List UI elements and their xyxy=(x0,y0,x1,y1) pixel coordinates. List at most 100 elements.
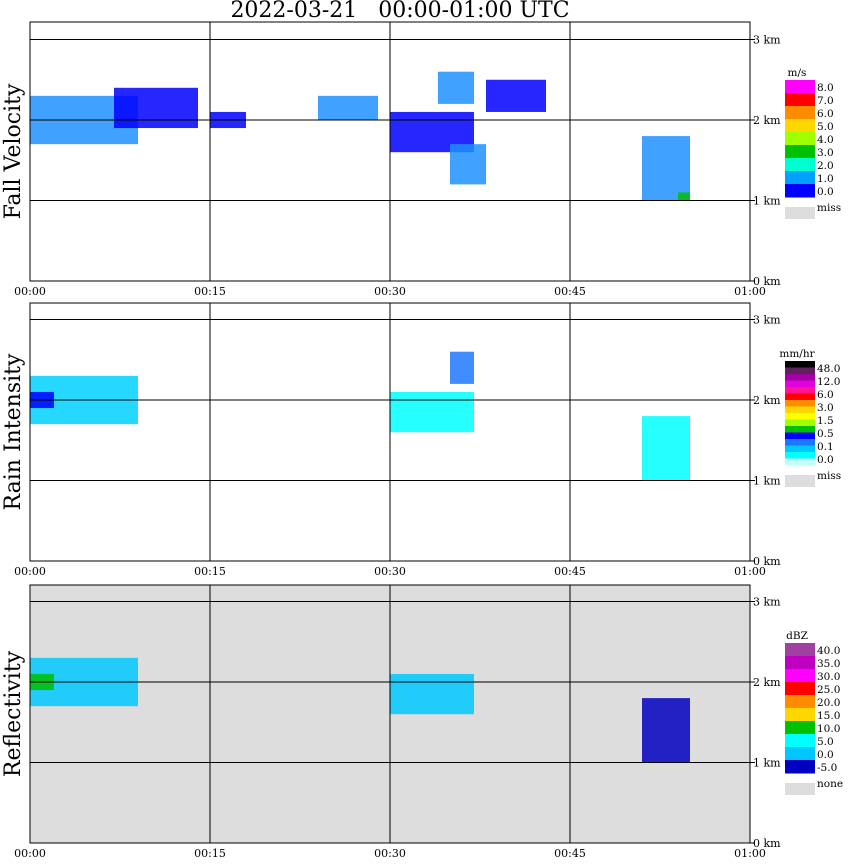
rain-intensity-colorbar-swatch-9 xyxy=(785,419,815,427)
rain-intensity-colorbar-label-7: 0.0 xyxy=(817,454,834,466)
fall-velocity-colorbar-label-6: 2.0 xyxy=(817,160,834,172)
rain-intensity-colorbar-swatch-13 xyxy=(785,445,815,453)
reflectivity-colorbar-label-1: 35.0 xyxy=(817,658,840,670)
fall-velocity-colorbar-swatch-7 xyxy=(785,171,815,185)
fall-velocity-xtick-label-1: 00:15 xyxy=(194,285,226,298)
rain-intensity-colorbar-swatch-10 xyxy=(785,426,815,433)
reflectivity-colorbar-swatch-2 xyxy=(785,669,815,683)
fall-velocity-colorbar-label-5: 3.0 xyxy=(817,147,834,159)
rain-intensity-colorbar-swatch-5 xyxy=(785,393,815,401)
reflectivity-colorbar-label-9: -5.0 xyxy=(817,762,837,774)
reflectivity-colorbar-swatch-6 xyxy=(785,721,815,735)
rain-intensity-colorbar-label-0: 48.0 xyxy=(817,363,840,375)
rain-intensity-ytick-label-2: 2 km xyxy=(753,394,781,407)
reflectivity-colorbar-swatch-3 xyxy=(785,682,815,696)
reflectivity-xtick-label-1: 00:15 xyxy=(194,847,226,860)
fall-velocity-ytick-label-0: 0 km xyxy=(753,275,781,288)
fall-velocity-xtick-label-2: 00:30 xyxy=(374,285,406,298)
rain-intensity-xtick-label-4: 01:00 xyxy=(734,565,766,578)
fall-velocity-colorbar-swatch-8 xyxy=(785,184,815,198)
reflectivity-colorbar-swatch-7 xyxy=(785,734,815,748)
rain-intensity-colorbar-swatch-8 xyxy=(785,413,815,420)
fall-velocity-colorbar-swatch-2 xyxy=(785,106,815,120)
reflectivity-ytick-label-1: 1 km xyxy=(753,757,781,770)
fall-velocity-colorbar-miss-swatch xyxy=(785,207,815,219)
fall-velocity-colorbar-label-2: 6.0 xyxy=(817,108,834,120)
rain-intensity-colorbar-swatch-11 xyxy=(785,432,815,440)
fall-velocity-ytick-label-2: 2 km xyxy=(753,114,781,127)
reflectivity-colorbar-swatch-8 xyxy=(785,747,815,761)
fall-velocity-colorbar-label-0: 8.0 xyxy=(817,82,834,94)
reflectivity-colorbar-swatch-0 xyxy=(785,643,815,657)
fall-velocity-echo-5 xyxy=(450,144,486,185)
fall-velocity-echo-1 xyxy=(114,87,198,129)
fall-velocity-colorbar-swatch-3 xyxy=(785,119,815,133)
fall-velocity-xtick-label-3: 00:45 xyxy=(554,285,586,298)
reflectivity-colorbar-miss-swatch xyxy=(785,783,815,795)
rain-intensity-xtick-label-2: 00:30 xyxy=(374,565,406,578)
fall-velocity-colorbar-swatch-5 xyxy=(785,145,815,159)
rain-intensity-echo-3 xyxy=(450,351,474,384)
rain-intensity-colorbar-swatch-12 xyxy=(785,439,815,446)
rain-intensity-colorbar-swatch-1 xyxy=(785,367,815,375)
reflectivity-colorbar-swatch-9 xyxy=(785,760,815,774)
fall-velocity-xtick-label-0: 00:00 xyxy=(14,285,46,298)
rain-intensity-colorbar-label-6: 0.1 xyxy=(817,441,834,453)
fall-velocity-colorbar-unit: m/s xyxy=(788,67,807,79)
reflectivity-colorbar-label-3: 25.0 xyxy=(817,684,840,696)
rain-intensity-colorbar-label-4: 1.5 xyxy=(817,415,834,427)
reflectivity-colorbar-swatch-4 xyxy=(785,695,815,709)
rain-intensity-colorbar-swatch-3 xyxy=(785,380,815,388)
fall-velocity-colorbar-swatch-4 xyxy=(785,132,815,146)
reflectivity-colorbar-label-7: 5.0 xyxy=(817,736,834,748)
fall-velocity-colorbar-label-7: 1.0 xyxy=(817,173,834,185)
reflectivity-xtick-label-0: 00:00 xyxy=(14,847,46,860)
rain-intensity-xtick-label-3: 00:45 xyxy=(554,565,586,578)
rain-intensity-colorbar-swatch-14 xyxy=(785,452,815,459)
reflectivity-colorbar-label-0: 40.0 xyxy=(817,645,840,657)
reflectivity-ytick-label-2: 2 km xyxy=(753,676,781,689)
reflectivity-colorbar-label-6: 10.0 xyxy=(817,723,840,735)
rain-intensity-frame xyxy=(29,302,751,562)
reflectivity-colorbar-label-4: 20.0 xyxy=(817,697,840,709)
rain-intensity-xtick-label-0: 00:00 xyxy=(14,565,46,578)
reflectivity-ylabel: Reflectivity xyxy=(1,650,26,777)
rain-intensity-colorbar-swatch-15 xyxy=(785,458,815,466)
fall-velocity-colorbar-swatch-0 xyxy=(785,80,815,94)
chart-title: 2022-03-21 00:00-01:00 UTC xyxy=(230,0,570,23)
rain-intensity-colorbar-label-3: 3.0 xyxy=(817,402,834,414)
reflectivity-colorbar-unit: dBZ xyxy=(786,630,808,642)
reflectivity-colorbar-label-5: 15.0 xyxy=(817,710,840,722)
fall-velocity-colorbar-swatch-6 xyxy=(785,158,815,172)
fall-velocity-ylabel: Fall Velocity xyxy=(1,83,26,219)
fall-velocity-colorbar-swatch-1 xyxy=(785,93,815,107)
rain-intensity-echo-4 xyxy=(642,416,690,481)
rain-intensity-colorbar-miss-label: miss xyxy=(817,470,841,482)
rain-intensity-colorbar-swatch-0 xyxy=(785,361,815,368)
fall-velocity-echo-3 xyxy=(318,95,378,120)
reflectivity-xtick-label-2: 00:30 xyxy=(374,847,406,860)
rain-intensity-ytick-label-1: 1 km xyxy=(753,475,781,488)
fall-velocity-colorbar-label-8: 0.0 xyxy=(817,186,834,198)
fall-velocity-echo-6 xyxy=(438,71,474,104)
rain-intensity-colorbar-swatch-4 xyxy=(785,387,815,394)
reflectivity-echo-3 xyxy=(642,698,690,763)
fall-velocity-echo-8 xyxy=(642,136,690,201)
reflectivity-xtick-label-3: 00:45 xyxy=(554,847,586,860)
reflectivity-frame xyxy=(29,584,751,844)
reflectivity-colorbar-miss-label: none xyxy=(817,778,843,790)
rain-intensity-ytick-label-3: 3 km xyxy=(753,314,781,327)
rain-intensity-colorbar-swatch-7 xyxy=(785,406,815,414)
fall-velocity-colorbar-label-4: 4.0 xyxy=(817,134,834,146)
rain-intensity-xtick-label-1: 00:15 xyxy=(194,565,226,578)
rain-intensity-colorbar-label-1: 12.0 xyxy=(817,376,840,388)
reflectivity-ytick-label-0: 0 km xyxy=(753,837,781,850)
fall-velocity-colorbar-label-3: 5.0 xyxy=(817,121,834,133)
rain-intensity-colorbar-label-2: 6.0 xyxy=(817,389,834,401)
reflectivity-colorbar-label-2: 30.0 xyxy=(817,671,840,683)
rain-intensity-colorbar-swatch-6 xyxy=(785,400,815,407)
fall-velocity-echo-9 xyxy=(678,192,690,201)
rain-intensity-colorbar-label-5: 0.5 xyxy=(817,428,834,440)
fall-velocity-ytick-label-1: 1 km xyxy=(753,195,781,208)
